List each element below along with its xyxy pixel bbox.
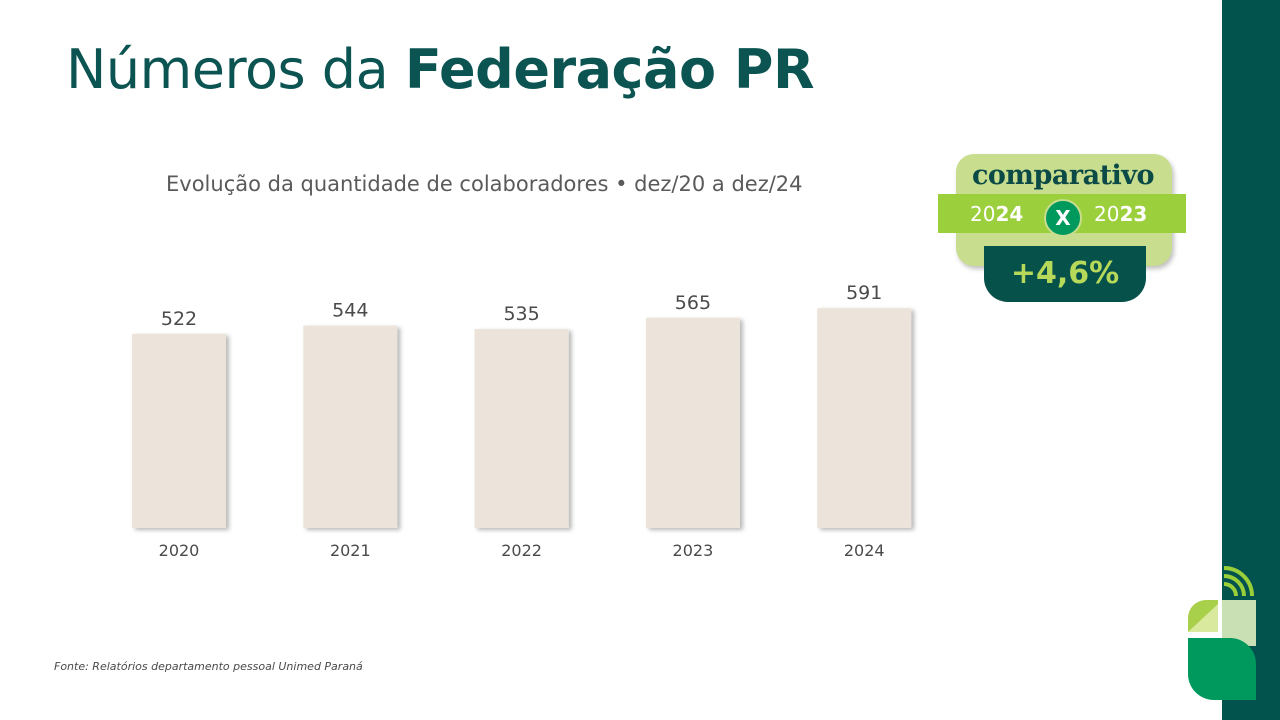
- title-bold: Federação PR: [404, 38, 815, 101]
- badge-word: comparativo: [971, 160, 1155, 191]
- badge-year-previous: 2023: [1094, 202, 1147, 226]
- bar-value-label-2020: 522: [161, 308, 197, 330]
- bar-value-label-2024: 591: [846, 282, 882, 304]
- title-regular: Números da: [66, 38, 389, 101]
- bar-value-label-2022: 535: [503, 303, 539, 325]
- bar-2021: [303, 325, 398, 528]
- bar-2024: [817, 308, 912, 528]
- page-title: Números da Federação PR: [66, 38, 815, 101]
- x-tick-label-2021: 2021: [330, 541, 371, 560]
- bar-2023: [645, 317, 740, 528]
- bar-2022: [474, 328, 569, 528]
- versus-icon: X: [1044, 199, 1082, 237]
- x-tick-label-2024: 2024: [844, 541, 885, 560]
- badge-year-previous-suffix: 23: [1119, 202, 1148, 226]
- bar-value-label-2021: 544: [332, 300, 368, 322]
- badge-year-current-suffix: 24: [995, 202, 1024, 226]
- badge-change-box: [984, 246, 1146, 302]
- x-tick-label-2022: 2022: [501, 541, 542, 560]
- badge-change-value: +4,6%: [1010, 256, 1120, 291]
- comparison-badge: comparativo 2024 X 2023 +4,6%: [938, 152, 1188, 304]
- badge-year-current: 2024: [970, 202, 1023, 226]
- chart-title: Evolução da quantidade de colaboradores …: [166, 172, 803, 196]
- bar-chart: 522 2020 544 2021 535 2022 565 2023 591 2024: [132, 282, 912, 560]
- source-note: Fonte: Relatórios departamento pessoal U…: [54, 660, 363, 673]
- badge-year-current-prefix: 20: [970, 202, 996, 226]
- unimed-logo-icon: [1188, 566, 1256, 700]
- badge-year-previous-prefix: 20: [1094, 202, 1120, 226]
- x-tick-label-2023: 2023: [673, 541, 714, 560]
- bar-2020: [132, 333, 226, 528]
- bar-value-label-2023: 565: [675, 292, 711, 314]
- x-tick-label-2020: 2020: [159, 541, 200, 560]
